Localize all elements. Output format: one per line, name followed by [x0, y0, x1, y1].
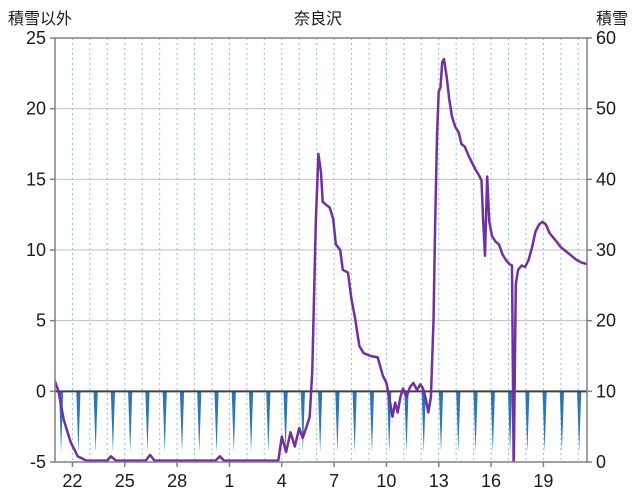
x-axis-tick-label: 19: [533, 471, 553, 491]
chart-title: 奈良沢: [293, 11, 342, 28]
x-axis-tick-label: 7: [329, 471, 339, 491]
snow-spike: [266, 391, 271, 453]
x-axis-tick-label: 13: [429, 471, 449, 491]
right-axis-tick-label: 60: [596, 28, 616, 48]
left-axis-tick-label: 5: [36, 311, 46, 331]
left-axis: 25 20 15 10 5 0 -5: [26, 28, 55, 472]
snow-spike: [421, 391, 426, 453]
x-axis-tick-label: 25: [115, 471, 135, 491]
left-axis-title: 積雪以外: [8, 11, 73, 28]
left-axis-tick-label: -5: [30, 452, 46, 472]
snow-spike: [110, 391, 116, 453]
right-axis-tick-label: 40: [596, 169, 616, 189]
right-axis-tick-label: 20: [596, 311, 616, 331]
snow-spike: [145, 391, 150, 453]
right-axis-title: 積雪: [595, 11, 628, 28]
x-axis-tick-label: 16: [481, 471, 501, 491]
snow-spike: [93, 391, 98, 453]
x-axis-tick-label: 28: [167, 471, 187, 491]
right-axis-tick-label: 10: [596, 381, 616, 401]
snow-spike: [214, 391, 219, 453]
snow-spike: [128, 391, 133, 453]
left-axis-tick-label: 10: [26, 240, 46, 260]
snow-spike: [525, 391, 530, 453]
x-axis-tick-label: 10: [376, 471, 396, 491]
right-axis-tick-label: 30: [596, 240, 616, 260]
snow-spike: [300, 391, 305, 453]
x-axis-tick-label: 4: [277, 471, 287, 491]
left-axis-tick-label: 15: [26, 169, 46, 189]
snow-spike: [76, 391, 81, 453]
snow-spike: [162, 391, 167, 453]
snow-spike-series: [59, 391, 582, 453]
left-axis-tick-label: 25: [26, 28, 46, 48]
temperature-line-series: [55, 57, 587, 462]
x-axis-tick-label: 1: [224, 471, 234, 491]
snow-spike: [456, 391, 461, 453]
right-axis: 60 50 40 30 20 10 0: [587, 28, 616, 472]
left-axis-tick-label: 20: [26, 99, 46, 119]
snow-spike: [318, 391, 323, 453]
snow-spike: [197, 391, 202, 453]
snow-spike: [369, 391, 375, 453]
right-axis-tick-label: 0: [596, 452, 606, 472]
snow-spike: [179, 391, 185, 453]
snow-spike: [507, 391, 513, 453]
right-axis-tick-label: 50: [596, 99, 616, 119]
x-axis: 22 25 28 1 4 7 10 13 16 19: [62, 462, 553, 491]
snow-spike: [473, 391, 478, 453]
snow-spike: [490, 391, 495, 453]
snow-spike: [404, 391, 409, 453]
snow-spike: [542, 391, 547, 453]
snow-spike: [352, 391, 357, 453]
snow-spike: [231, 391, 236, 453]
snow-spike: [283, 391, 288, 453]
snow-spike: [438, 391, 444, 453]
x-axis-tick-label: 22: [62, 471, 82, 491]
snow-spike: [559, 391, 564, 453]
snow-spike: [577, 391, 582, 453]
snow-spike: [248, 391, 254, 453]
left-axis-tick-label: 0: [36, 381, 46, 401]
snow-spike: [335, 391, 340, 453]
